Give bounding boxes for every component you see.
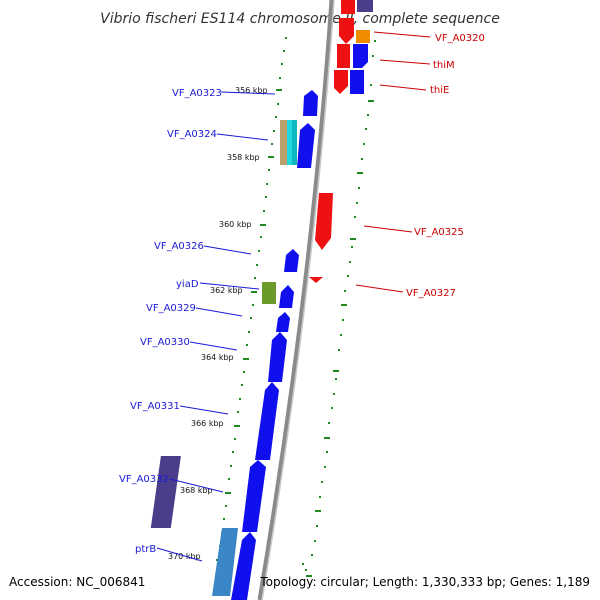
gene-feature-vf-a0323[interactable] bbox=[303, 90, 318, 116]
gene-feature-ptrb[interactable] bbox=[212, 528, 238, 596]
gene-label-vf-a0331[interactable]: VF_A0331 bbox=[130, 401, 180, 412]
gene-feature[interactable] bbox=[292, 120, 297, 165]
gene-feature-vf-a0324[interactable] bbox=[297, 123, 315, 168]
inner-tick-track bbox=[302, 40, 376, 577]
leader-line bbox=[355, 284, 404, 293]
gene-feature-vf-a0330[interactable] bbox=[268, 332, 287, 382]
tick-label: 364 kbp bbox=[201, 353, 234, 362]
gene-feature[interactable] bbox=[353, 44, 368, 68]
gene-label-vf-a0326[interactable]: VF_A0326 bbox=[154, 241, 204, 252]
right-gene-label-text: VF_A0320 thiM thiE VF_A0325 VF_A0327 bbox=[406, 33, 485, 299]
topology-text: Topology: circular; Length: 1,330,333 bp… bbox=[259, 575, 590, 589]
gene-features-left bbox=[150, 90, 318, 600]
gene-label-thim[interactable]: thiM bbox=[433, 60, 455, 71]
map-title: Vibrio fischeri ES114 chromosome II, com… bbox=[100, 11, 500, 27]
gene-label-ptrb[interactable]: ptrB bbox=[135, 544, 156, 555]
leader-line bbox=[379, 59, 431, 65]
gene-feature-vf-a0329[interactable] bbox=[279, 285, 294, 308]
gene-label-vf-a0327[interactable]: VF_A0327 bbox=[406, 288, 456, 299]
left-gene-labels bbox=[156, 91, 276, 562]
gene-label-thie[interactable]: thiE bbox=[430, 85, 449, 96]
tick-label: 360 kbp bbox=[219, 220, 252, 229]
gene-feature-vf-a0326[interactable] bbox=[284, 249, 299, 272]
gene-feature-vf-a0327[interactable] bbox=[309, 277, 323, 283]
gene-label-vf-a0325[interactable]: VF_A0325 bbox=[414, 227, 464, 238]
gene-label-vf-a0324[interactable]: VF_A0324 bbox=[167, 129, 217, 140]
gene-feature[interactable] bbox=[334, 70, 348, 94]
gene-feature[interactable] bbox=[356, 30, 370, 43]
leader-line bbox=[203, 245, 252, 255]
gene-feature[interactable] bbox=[242, 460, 266, 532]
leader-line bbox=[156, 547, 203, 562]
gene-feature[interactable] bbox=[339, 18, 354, 44]
tick-label: 356 kbp bbox=[235, 86, 268, 95]
gene-feature-vf-a0331[interactable] bbox=[255, 382, 279, 460]
leader-line bbox=[373, 31, 431, 38]
tick-label: 370 kbp bbox=[168, 552, 201, 561]
gene-label-yiad[interactable]: yiaD bbox=[176, 279, 199, 290]
tick-label: 366 kbp bbox=[191, 419, 224, 428]
gene-features-right bbox=[309, 0, 373, 283]
gene-label-vf-a0320[interactable]: VF_A0320 bbox=[435, 33, 485, 44]
leader-line bbox=[189, 341, 238, 351]
gene-label-vf-a0323[interactable]: VF_A0323 bbox=[172, 88, 222, 99]
tick-label: 362 kbp bbox=[210, 286, 243, 295]
leader-line bbox=[379, 84, 427, 91]
leader-line bbox=[195, 307, 243, 317]
gene-feature[interactable] bbox=[357, 0, 373, 12]
gene-label-vf-a0329[interactable]: VF_A0329 bbox=[146, 303, 196, 314]
gene-feature[interactable] bbox=[341, 0, 355, 14]
gene-feature[interactable] bbox=[280, 120, 287, 165]
gene-feature[interactable] bbox=[231, 532, 256, 600]
left-gene-label-text: VF_A0323 VF_A0324 VF_A0326 yiaD VF_A0329… bbox=[119, 88, 222, 555]
gene-feature[interactable] bbox=[337, 44, 350, 68]
gene-label-vf-a0330[interactable]: VF_A0330 bbox=[140, 337, 190, 348]
gene-feature[interactable] bbox=[276, 312, 290, 332]
tick-label: 368 kbp bbox=[180, 486, 213, 495]
gene-feature-vf-a0325[interactable] bbox=[315, 193, 333, 250]
backbone-highlight bbox=[261, 0, 335, 600]
tick-label: 358 kbp bbox=[227, 153, 260, 162]
leader-line bbox=[363, 225, 413, 233]
right-gene-labels bbox=[355, 31, 431, 293]
gene-feature-yiad[interactable] bbox=[262, 282, 276, 304]
gene-feature[interactable] bbox=[350, 70, 364, 94]
gene-label-vf-a0332[interactable]: VF_A0332 bbox=[119, 474, 169, 485]
tick-labels: 356 kbp 358 kbp 360 kbp 362 kbp 364 kbp … bbox=[168, 86, 268, 561]
leader-line bbox=[179, 405, 229, 415]
leader-line bbox=[216, 133, 269, 141]
leader-line bbox=[220, 91, 276, 95]
gene-feature-vf-a0332[interactable] bbox=[150, 456, 181, 528]
accession-text: Accession: NC_006841 bbox=[9, 575, 145, 589]
chromosome-backbone bbox=[257, 0, 335, 600]
leader-line bbox=[169, 478, 224, 493]
gene-feature[interactable] bbox=[287, 120, 292, 165]
leader-line bbox=[199, 282, 260, 290]
